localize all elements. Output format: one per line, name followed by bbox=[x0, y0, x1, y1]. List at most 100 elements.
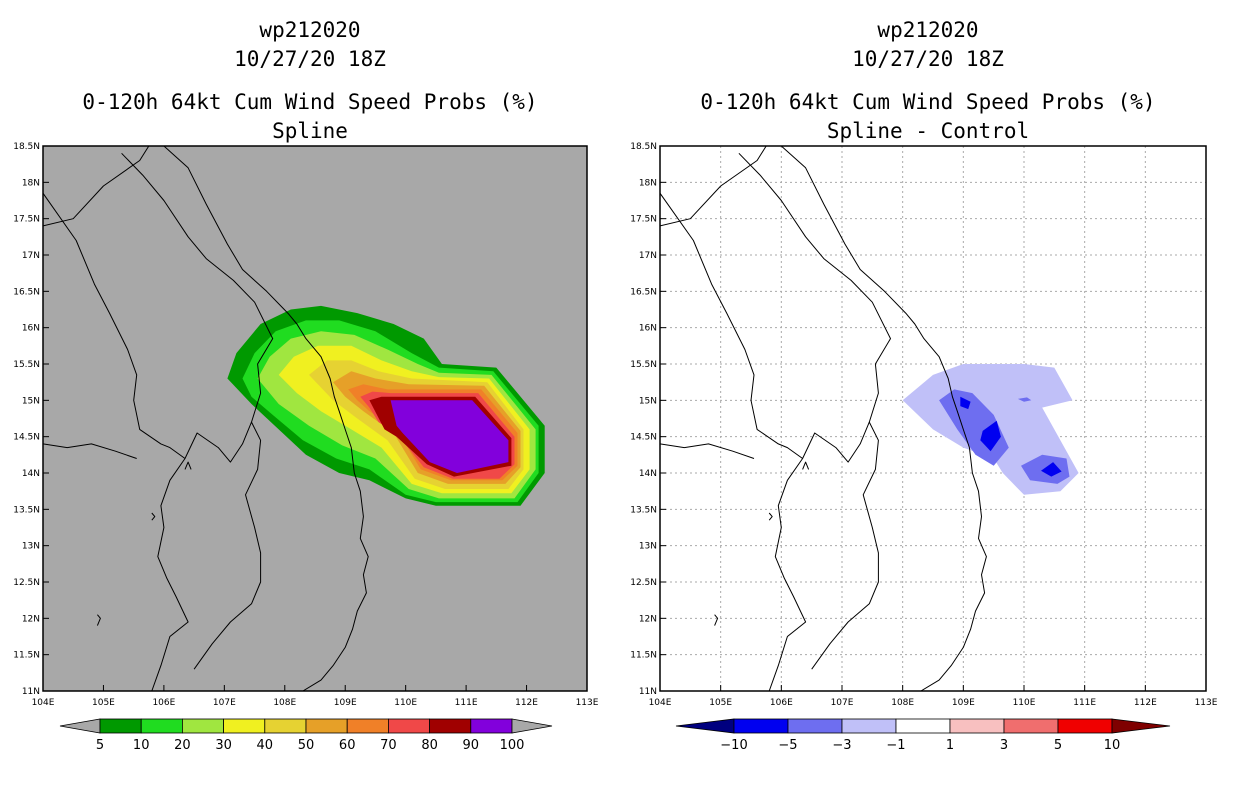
colorbar-label: −1 bbox=[886, 738, 905, 753]
colorbar-label: 40 bbox=[257, 738, 274, 753]
colorbar-swatch bbox=[949, 718, 1005, 734]
y-tick-label: 14N bbox=[22, 469, 40, 479]
colorbar-label: −3 bbox=[832, 738, 851, 753]
x-tick-label: 112E bbox=[515, 698, 538, 708]
colorbar-label: 20 bbox=[174, 738, 191, 753]
y-tick-label: 15N bbox=[22, 396, 40, 406]
colorbar-label: 1 bbox=[946, 738, 954, 753]
island bbox=[714, 614, 719, 626]
colorbar-label: −5 bbox=[778, 738, 797, 753]
x-tick-label: 109E bbox=[334, 698, 357, 708]
contour-fill--10 bbox=[980, 420, 1001, 452]
colorbar-swatch bbox=[99, 718, 142, 734]
colorbar-swatch bbox=[305, 718, 348, 734]
y-tick-label: 16.5N bbox=[13, 287, 40, 297]
colorbar-2: −10 −5 −3 −1 1 3 5 10 bbox=[675, 718, 1171, 753]
left-product: 0-120h 64kt Cum Wind Speed Probs (%) bbox=[82, 90, 538, 114]
colorbar-low-arrow bbox=[59, 718, 101, 734]
contour-fill--10 bbox=[960, 396, 971, 410]
right-subtitle: Spline - Control bbox=[826, 119, 1030, 143]
y-tick-label: 12.5N bbox=[13, 578, 40, 588]
y-tick-label: 18N bbox=[22, 178, 40, 188]
x-tick-label: 108E bbox=[273, 698, 296, 708]
right-storm-id: wp212020 bbox=[877, 18, 979, 42]
colorbar-swatch bbox=[264, 718, 307, 734]
y-tick-label: 18.5N bbox=[13, 142, 40, 152]
colorbar-1: 5 10 20 30 40 50 60 70 80 90 100 bbox=[59, 718, 553, 753]
y-tick-label: 11N bbox=[22, 687, 40, 697]
colorbar-swatch bbox=[223, 718, 266, 734]
y-tick-label: 16.5N bbox=[630, 287, 657, 297]
y-tick-label: 11.5N bbox=[630, 651, 657, 661]
map-frame bbox=[659, 145, 1207, 692]
x-tick-label: 113E bbox=[1195, 698, 1218, 708]
left-storm-id: wp212020 bbox=[259, 18, 361, 42]
coastline bbox=[780, 146, 987, 691]
colorbar-label: 80 bbox=[421, 738, 438, 753]
colorbar-label: 70 bbox=[380, 738, 397, 753]
colorbar-swatch bbox=[895, 718, 951, 734]
x-tick-label: 111E bbox=[455, 698, 478, 708]
y-tick-label: 18.5N bbox=[630, 142, 657, 152]
y-tick-label: 17.5N bbox=[13, 215, 40, 225]
x-tick-label: 106E bbox=[770, 698, 793, 708]
colorbar-label: 10 bbox=[133, 738, 150, 753]
colorbar-label: −10 bbox=[720, 738, 747, 753]
country-border bbox=[43, 443, 137, 459]
y-tick-label: 18N bbox=[639, 178, 657, 188]
colorbar-label: 100 bbox=[500, 738, 525, 753]
colorbar-swatch bbox=[429, 718, 472, 734]
colorbar-label: 30 bbox=[215, 738, 232, 753]
colorbar-low-arrow bbox=[675, 718, 735, 734]
contour-fill-90 bbox=[390, 400, 509, 473]
y-tick-label: 17N bbox=[22, 251, 40, 261]
x-tick-label: 104E bbox=[32, 698, 55, 708]
colorbar-swatch bbox=[140, 718, 183, 734]
y-tick-label: 15.5N bbox=[13, 360, 40, 370]
contour-fill--5 bbox=[1017, 397, 1032, 402]
y-tick-label: 16N bbox=[22, 324, 40, 334]
x-tick-label: 106E bbox=[152, 698, 175, 708]
colorbar-swatch bbox=[387, 718, 430, 734]
country-border bbox=[43, 152, 274, 463]
left-panel-title: wp212020 10/27/20 18Z 0-120h 64kt Cum Wi… bbox=[30, 16, 590, 146]
x-tick-label: 110E bbox=[1013, 698, 1036, 708]
y-tick-label: 17N bbox=[639, 251, 657, 261]
colorbar-label: 60 bbox=[339, 738, 356, 753]
country-border bbox=[768, 458, 807, 691]
x-tick-label: 105E bbox=[709, 698, 732, 708]
island bbox=[768, 512, 773, 521]
colorbar-swatch bbox=[470, 718, 513, 734]
y-tick-label: 13N bbox=[639, 542, 657, 552]
x-tick-label: 107E bbox=[831, 698, 854, 708]
colorbar-label: 90 bbox=[463, 738, 480, 753]
left-subtitle: Spline bbox=[272, 119, 348, 143]
map-panel-2: 104E 105E 106E 107E 108E 109E 110E 111E 112E 113E… bbox=[630, 142, 1218, 708]
country-border bbox=[811, 421, 879, 670]
x-tick-label: 111E bbox=[1073, 698, 1096, 708]
colorbar-swatch bbox=[181, 718, 224, 734]
colorbar-high-arrow bbox=[511, 718, 553, 734]
x-tick-label: 104E bbox=[649, 698, 672, 708]
left-date: 10/27/20 18Z bbox=[234, 47, 386, 71]
right-date: 10/27/20 18Z bbox=[852, 47, 1004, 71]
island bbox=[184, 461, 192, 470]
y-tick-label: 13.5N bbox=[630, 505, 657, 515]
y-tick-label: 15.5N bbox=[630, 360, 657, 370]
colorbar-swatch bbox=[1057, 718, 1113, 734]
x-tick-label: 107E bbox=[213, 698, 236, 708]
map-frame bbox=[42, 145, 588, 692]
colorbar-high-arrow bbox=[1111, 718, 1171, 734]
y-tick-label: 16N bbox=[639, 324, 657, 334]
colorbar-label: 50 bbox=[298, 738, 315, 753]
y-tick-label: 14.5N bbox=[13, 433, 40, 443]
map-content bbox=[43, 146, 545, 691]
right-panel-title: wp212020 10/27/20 18Z 0-120h 64kt Cum Wi… bbox=[648, 16, 1208, 146]
y-tick-label: 12N bbox=[639, 614, 657, 624]
colorbar-swatch bbox=[1003, 718, 1059, 734]
country-border bbox=[193, 421, 262, 670]
y-tick-label: 11N bbox=[639, 687, 657, 697]
x-tick-label: 113E bbox=[576, 698, 599, 708]
colorbar-label: 3 bbox=[1000, 738, 1008, 753]
